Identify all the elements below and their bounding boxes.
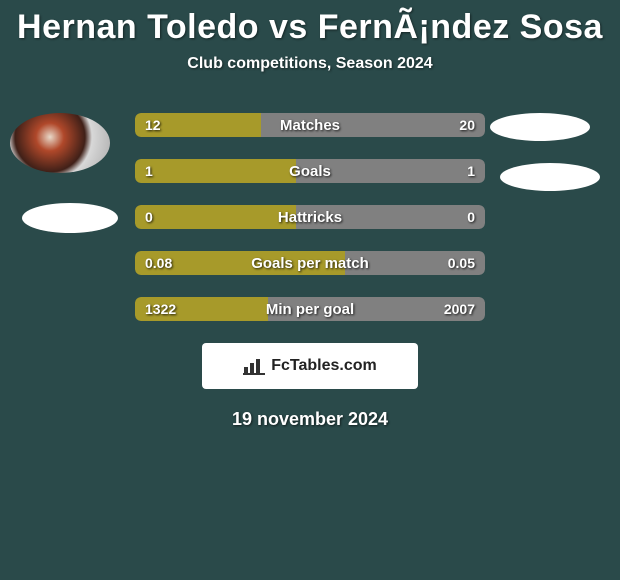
player2-bar-fill (296, 159, 485, 183)
stat-row: 0.080.05Goals per match (135, 251, 485, 275)
stat-row: 1220Matches (135, 113, 485, 137)
stat-row: 13222007Min per goal (135, 297, 485, 321)
player2-photo (490, 113, 590, 141)
page-title: Hernan Toledo vs FernÃ¡ndez Sosa (0, 8, 620, 47)
page-subtitle: Club competitions, Season 2024 (0, 55, 620, 73)
player1-bar-fill (135, 113, 261, 137)
source-badge-text: FcTables.com (271, 357, 377, 375)
player1-placeholder (22, 203, 118, 233)
player1-bar-fill (135, 297, 268, 321)
player2-bar-fill (345, 251, 485, 275)
player1-photo (10, 113, 110, 173)
player2-bar-fill (268, 297, 485, 321)
source-badge: FcTables.com (202, 343, 418, 389)
comparison-bars: 1220Matches 11Goals 00Hattricks 0.080.05Goa… (135, 113, 485, 321)
player1-bar-fill (135, 251, 345, 275)
comparison-area: 1220Matches 11Goals 00Hattricks 0.080.05Goa… (0, 113, 620, 430)
stat-row: 11Goals (135, 159, 485, 183)
player1-bar-fill (135, 205, 296, 229)
player2-bar-fill (296, 205, 485, 229)
date-line: 19 november 2024 (0, 409, 620, 430)
player2-bar-fill (261, 113, 485, 137)
player1-bar-fill (135, 159, 296, 183)
player2-placeholder (500, 163, 600, 191)
barchart-icon (243, 357, 265, 375)
stat-row: 00Hattricks (135, 205, 485, 229)
